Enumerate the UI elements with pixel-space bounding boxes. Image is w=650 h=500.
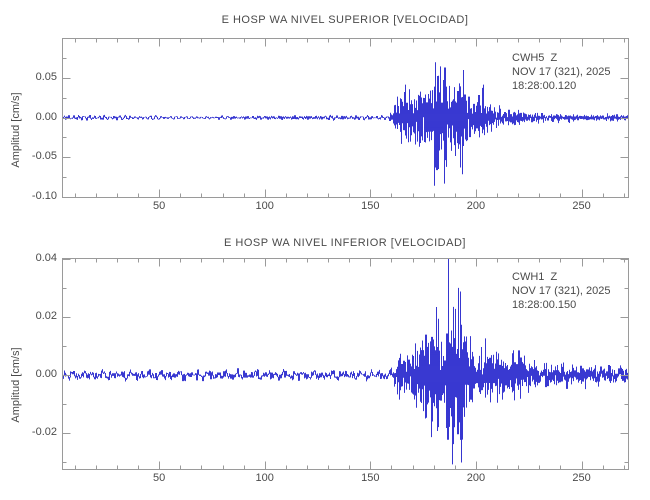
upper-event-time: 18:28:00.120 — [512, 80, 577, 92]
y-tick-label: 0.02 — [35, 309, 57, 322]
y-tick-label: -0.05 — [31, 150, 57, 163]
upper-panel-title: E HOSP WA NIVEL SUPERIOR [VELOCIDAD] — [221, 14, 469, 26]
lower-panel-title: E HOSP WA NIVEL INFERIOR [VELOCIDAD] — [224, 237, 466, 249]
upper-event-date: NOV 17 (321), 2025 — [512, 66, 611, 78]
x-tick-label: 250 — [572, 472, 591, 484]
x-tick-label: 200 — [466, 472, 486, 484]
x-tick-label: 100 — [255, 472, 274, 484]
y-tick-label: 0.05 — [35, 70, 57, 83]
lower-event-date: NOV 17 (321), 2025 — [512, 285, 611, 297]
lower-legend: CWH1 Z NOV 17 (321), 2025 18:28:00.150 — [512, 270, 610, 312]
y-tick-label: 0.00 — [35, 110, 57, 123]
x-tick-label: 100 — [255, 200, 274, 212]
lower-event-time: 18:28:00.150 — [512, 299, 577, 311]
upper-legend: CWH5 Z NOV 17 (321), 2025 18:28:00.120 — [512, 51, 610, 93]
lower-y-axis-label-text: Amplitud [cm/s] — [10, 347, 22, 423]
x-tick-label: 200 — [466, 200, 486, 212]
lower-station-code: CWH1 Z — [512, 271, 558, 283]
upper-station-code: CWH5 Z — [512, 52, 558, 64]
x-tick-label: 150 — [361, 200, 380, 212]
y-tick-label: -0.02 — [31, 426, 57, 438]
x-tick-label: 50 — [153, 200, 166, 212]
x-tick-label: 50 — [153, 472, 166, 484]
y-tick-label: -0.10 — [31, 189, 57, 202]
x-tick-label: 250 — [572, 200, 591, 212]
x-tick-label: 150 — [361, 472, 380, 484]
y-tick-label: 0.00 — [35, 367, 57, 380]
y-tick-label: 0.04 — [35, 251, 57, 264]
